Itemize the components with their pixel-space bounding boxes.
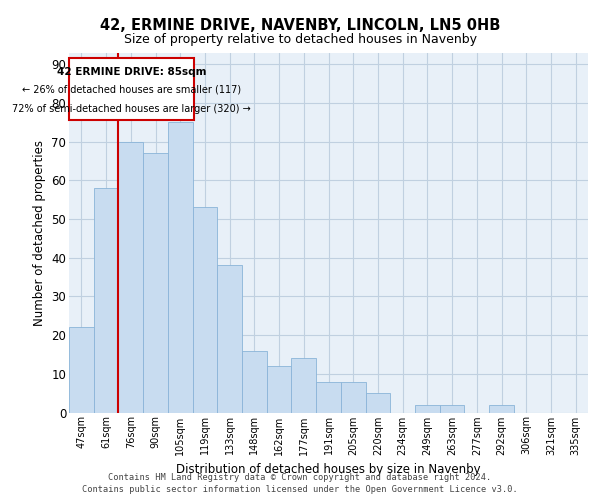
- Text: ← 26% of detached houses are smaller (117): ← 26% of detached houses are smaller (11…: [22, 84, 241, 94]
- Bar: [267, 366, 292, 412]
- Bar: [69, 328, 94, 412]
- Text: Contains HM Land Registry data © Crown copyright and database right 2024.: Contains HM Land Registry data © Crown c…: [109, 473, 491, 482]
- Bar: [242, 350, 267, 412]
- X-axis label: Distribution of detached houses by size in Navenby: Distribution of detached houses by size …: [176, 463, 481, 476]
- Bar: [365, 393, 390, 412]
- Text: 42 ERMINE DRIVE: 85sqm: 42 ERMINE DRIVE: 85sqm: [56, 67, 206, 77]
- Text: Contains public sector information licensed under the Open Government Licence v3: Contains public sector information licen…: [82, 484, 518, 494]
- Bar: [440, 405, 464, 412]
- Text: 42, ERMINE DRIVE, NAVENBY, LINCOLN, LN5 0HB: 42, ERMINE DRIVE, NAVENBY, LINCOLN, LN5 …: [100, 18, 500, 32]
- Bar: [341, 382, 365, 412]
- Bar: [489, 405, 514, 412]
- Bar: [168, 122, 193, 412]
- Text: 72% of semi-detached houses are larger (320) →: 72% of semi-detached houses are larger (…: [12, 104, 251, 114]
- Bar: [94, 188, 118, 412]
- Bar: [292, 358, 316, 412]
- Bar: [143, 153, 168, 412]
- Bar: [217, 266, 242, 412]
- Text: Size of property relative to detached houses in Navenby: Size of property relative to detached ho…: [124, 32, 476, 46]
- Bar: [316, 382, 341, 412]
- Bar: [69, 58, 194, 120]
- Bar: [415, 405, 440, 412]
- Bar: [193, 208, 217, 412]
- Y-axis label: Number of detached properties: Number of detached properties: [33, 140, 46, 326]
- Bar: [118, 142, 143, 412]
